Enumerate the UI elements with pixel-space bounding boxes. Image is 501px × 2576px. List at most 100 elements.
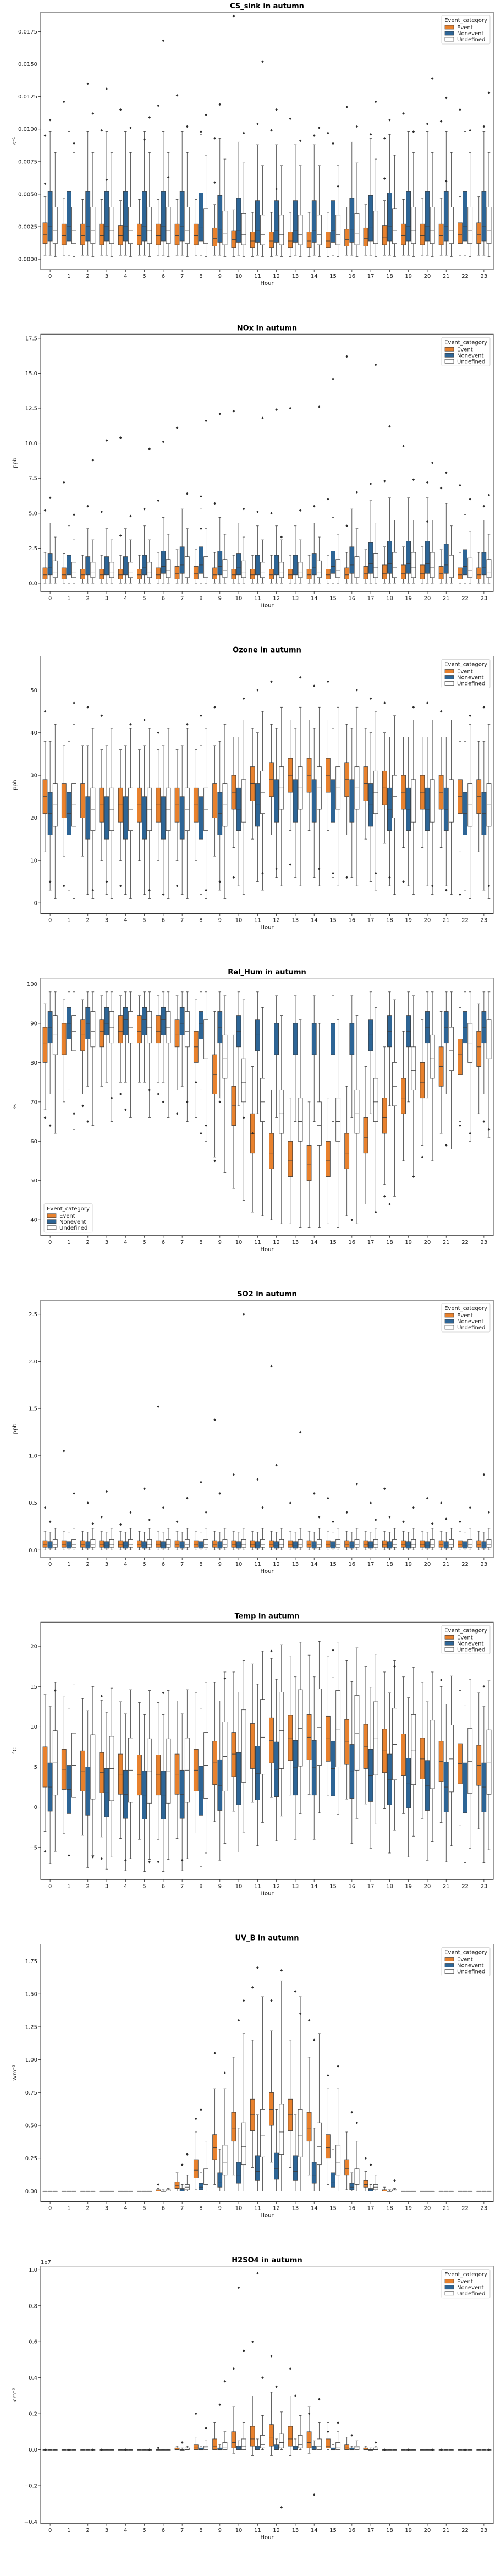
box — [42, 567, 48, 579]
outlier-point — [256, 122, 259, 125]
box — [458, 567, 463, 579]
outlier-point — [388, 1515, 391, 1519]
legend-swatch-nonevent — [444, 353, 454, 358]
series-undefined — [52, 2411, 492, 2451]
outlier-point — [68, 1854, 70, 1857]
outlier-point — [218, 1492, 222, 1495]
x-tick-label: 18 — [386, 2528, 393, 2534]
outlier-point — [299, 139, 302, 142]
outlier-point — [200, 2108, 202, 2111]
box — [373, 1539, 378, 1548]
box — [306, 1145, 312, 1181]
outlier-point — [205, 2426, 207, 2430]
box — [349, 2447, 355, 2450]
y-tick-label: 20 — [30, 815, 37, 821]
outlier-point — [289, 117, 292, 120]
box — [104, 191, 109, 242]
outlier-point — [374, 872, 377, 875]
x-axis-label: Hour — [260, 1569, 274, 1575]
outlier-point — [143, 507, 146, 511]
y-tick-label: 1.0 — [29, 2267, 37, 2273]
outlier-point — [383, 1194, 386, 1198]
outlier-point — [81, 1104, 84, 1108]
outlier-point — [459, 1520, 461, 1523]
x-tick-label: 9 — [218, 595, 222, 601]
outlier-point — [157, 1405, 160, 1408]
x-tick-label: 17 — [367, 595, 375, 601]
outlier-point — [299, 509, 302, 512]
outlier-point — [232, 14, 235, 18]
outlier-point — [143, 719, 146, 721]
outlier-point — [223, 1677, 227, 1680]
x-axis-label: Hour — [260, 2535, 274, 2541]
chart-title: SO2 in autumn — [237, 1290, 297, 1298]
y-tick-label: 10.0 — [25, 441, 37, 447]
box — [236, 1541, 241, 1549]
x-tick-label: 2 — [86, 1883, 90, 1889]
y-axis-label: ppb — [12, 458, 18, 468]
box — [363, 1724, 368, 1769]
box — [99, 1540, 104, 1548]
x-tick-label: 21 — [443, 1561, 450, 1567]
box — [392, 552, 397, 578]
outlier-point — [157, 731, 160, 735]
x-tick-label: 14 — [311, 1883, 318, 1889]
x-tick-label: 2 — [86, 595, 90, 601]
box — [363, 1540, 368, 1548]
x-tick-label: 1 — [67, 1561, 70, 1567]
box — [85, 1541, 91, 1549]
y-tick-label: 1.00 — [25, 2057, 37, 2063]
outlier-point — [383, 136, 386, 140]
y-axis-label: ppb — [12, 1423, 18, 1434]
legend-title: Event_category — [444, 1627, 487, 1634]
outlier-point — [469, 1132, 472, 1135]
box — [349, 546, 355, 574]
outlier-point — [275, 408, 278, 411]
outlier-point — [487, 2448, 491, 2451]
box — [203, 556, 208, 578]
outlier-point — [91, 1522, 95, 1525]
x-tick-label: 22 — [461, 1561, 469, 1567]
x-tick-label: 13 — [292, 1883, 299, 1889]
outlier-point — [148, 889, 151, 892]
box — [104, 1541, 109, 1549]
box — [306, 569, 312, 579]
x-tick-label: 12 — [273, 918, 280, 924]
y-tick-label: 50 — [30, 1178, 37, 1184]
chart-title: CS_sink in autumn — [230, 2, 304, 10]
x-tick-label: 20 — [424, 1240, 431, 1246]
outlier-point — [388, 425, 391, 428]
x-tick-label: 0 — [48, 2206, 52, 2212]
outlier-point — [345, 106, 348, 108]
box — [85, 191, 91, 242]
x-tick-label: 23 — [480, 1561, 487, 1567]
box — [420, 223, 425, 245]
box — [156, 1015, 161, 1044]
box — [203, 208, 208, 244]
x-tick-label: 3 — [105, 1240, 108, 1246]
box — [349, 1541, 355, 1549]
box — [61, 223, 67, 245]
outlier-point — [459, 484, 461, 487]
x-tick-label: 23 — [480, 2206, 487, 2212]
box — [250, 1540, 255, 1548]
legend-label-undefined: Undefined — [457, 2291, 485, 2297]
x-tick-label: 19 — [405, 1883, 412, 1889]
legend-frame — [441, 2269, 491, 2299]
outlier-point — [157, 104, 160, 107]
outlier-point — [412, 1506, 415, 1509]
outlier-point — [251, 1132, 254, 1135]
outlier-point — [275, 108, 278, 111]
box — [212, 567, 217, 579]
y-tick-label: 60 — [30, 1139, 37, 1145]
outlier-point — [200, 130, 202, 133]
outlier-point — [355, 491, 359, 494]
outlier-point — [73, 1492, 75, 1495]
outlier-point — [383, 480, 386, 483]
box — [199, 1766, 203, 1816]
box — [344, 2159, 350, 2176]
box — [344, 229, 350, 246]
x-tick-label: 12 — [273, 2528, 280, 2534]
fliers — [43, 355, 491, 539]
outlier-point — [459, 893, 461, 896]
